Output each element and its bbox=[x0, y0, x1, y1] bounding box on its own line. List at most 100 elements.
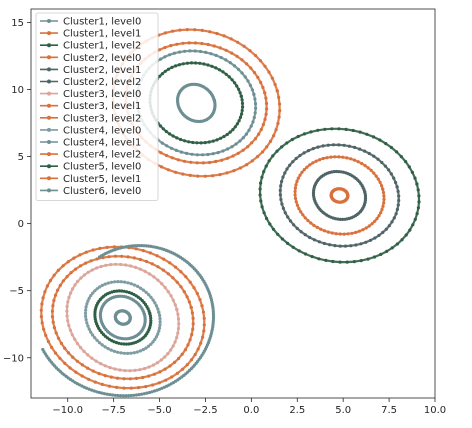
series-point bbox=[91, 291, 95, 295]
series-point bbox=[172, 360, 177, 364]
legend-label: Cluster4, level2 bbox=[63, 150, 141, 161]
series-point bbox=[256, 155, 260, 159]
series-point bbox=[183, 139, 187, 143]
series-point bbox=[195, 291, 199, 296]
series-point bbox=[93, 336, 97, 340]
series-point bbox=[138, 244, 142, 248]
series-point bbox=[265, 107, 269, 111]
series-point bbox=[203, 141, 207, 145]
series-point bbox=[283, 171, 287, 175]
series-point bbox=[392, 176, 396, 180]
series-point bbox=[222, 34, 226, 38]
series-point bbox=[404, 160, 408, 164]
series-point bbox=[273, 82, 277, 87]
series-point bbox=[342, 232, 346, 236]
series-point bbox=[283, 211, 287, 215]
x-tick-label: 7.5 bbox=[381, 405, 397, 416]
series-point bbox=[156, 307, 160, 311]
series-point bbox=[73, 337, 77, 341]
series-point bbox=[337, 170, 341, 174]
series-point bbox=[375, 217, 379, 221]
series-point bbox=[232, 64, 237, 68]
series-point bbox=[397, 198, 401, 203]
series-point bbox=[122, 377, 126, 381]
series-point bbox=[306, 218, 310, 223]
series-point bbox=[93, 380, 97, 384]
series-line bbox=[279, 143, 400, 248]
series-point bbox=[163, 367, 167, 371]
series-point bbox=[249, 124, 253, 128]
series-point bbox=[61, 279, 65, 283]
series-12 bbox=[258, 127, 421, 264]
series-line bbox=[294, 155, 386, 236]
series-point bbox=[193, 41, 198, 45]
series-point bbox=[192, 286, 196, 290]
series-point bbox=[43, 290, 47, 294]
series-point bbox=[200, 28, 204, 32]
series-point bbox=[144, 346, 148, 350]
series-point bbox=[79, 276, 83, 280]
series-point bbox=[360, 161, 364, 166]
series-point bbox=[341, 170, 345, 174]
series-point bbox=[118, 368, 122, 372]
series-point bbox=[295, 203, 299, 207]
y-tick-label: −5 bbox=[9, 286, 24, 297]
series-point bbox=[185, 151, 189, 155]
series-point bbox=[202, 62, 206, 66]
series-point bbox=[90, 388, 94, 392]
series-line bbox=[93, 289, 152, 346]
series-point bbox=[163, 55, 167, 59]
series-point bbox=[190, 311, 194, 315]
legend-item: Cluster1, level1 bbox=[40, 29, 141, 40]
series-point bbox=[123, 280, 127, 284]
series-point bbox=[359, 259, 363, 263]
series-point bbox=[338, 217, 342, 221]
legend-item: Cluster4, level0 bbox=[40, 125, 141, 136]
series-point bbox=[241, 136, 245, 140]
series-point bbox=[82, 385, 86, 389]
series-point bbox=[191, 322, 195, 326]
series-point bbox=[56, 336, 61, 340]
series-point bbox=[84, 308, 88, 312]
series-point bbox=[259, 80, 263, 84]
series-point bbox=[224, 72, 228, 76]
series-8 bbox=[39, 245, 206, 390]
series-point bbox=[157, 326, 162, 330]
series-point bbox=[140, 392, 144, 396]
series-point bbox=[218, 173, 222, 177]
series-point bbox=[144, 290, 148, 294]
series-point bbox=[219, 136, 223, 140]
series-point bbox=[202, 323, 206, 327]
series-5 bbox=[311, 169, 368, 221]
series-point bbox=[308, 163, 312, 167]
series-point bbox=[159, 57, 163, 61]
legend-label: Cluster3, level1 bbox=[63, 101, 141, 112]
series-point bbox=[215, 138, 219, 142]
series-point bbox=[72, 256, 76, 260]
series-point bbox=[84, 305, 88, 309]
series-point bbox=[162, 257, 166, 261]
series-point bbox=[150, 390, 154, 394]
series-point bbox=[185, 295, 189, 299]
series-point bbox=[367, 151, 371, 156]
series-point bbox=[329, 155, 333, 159]
series-point bbox=[271, 154, 275, 158]
series-point bbox=[254, 106, 258, 110]
series-point bbox=[89, 293, 93, 298]
series-point bbox=[95, 266, 99, 270]
legend-item: Cluster1, level2 bbox=[40, 41, 141, 52]
series-point bbox=[265, 216, 269, 221]
series-point bbox=[97, 390, 101, 395]
series-point bbox=[158, 124, 163, 128]
series-point bbox=[331, 259, 335, 264]
series-point bbox=[244, 132, 248, 136]
series-point bbox=[73, 283, 77, 287]
series-point bbox=[411, 223, 415, 227]
series-point bbox=[92, 389, 96, 393]
series-point bbox=[293, 186, 297, 190]
series-line bbox=[148, 61, 244, 145]
series-point bbox=[91, 333, 95, 337]
series-point bbox=[104, 263, 108, 267]
series-point bbox=[302, 132, 307, 136]
series-point bbox=[100, 382, 104, 386]
